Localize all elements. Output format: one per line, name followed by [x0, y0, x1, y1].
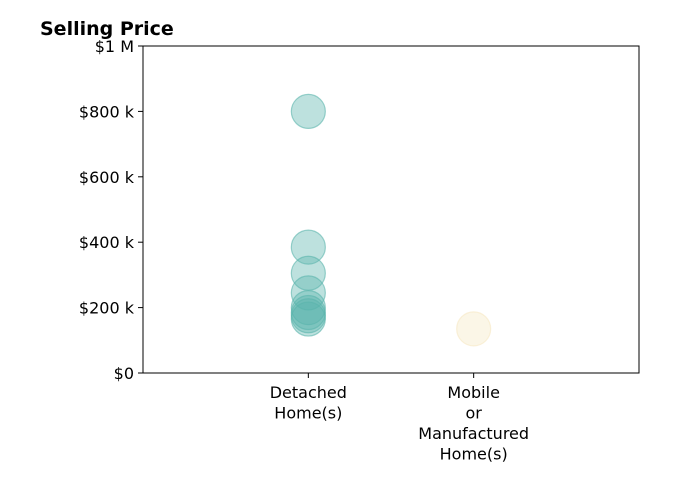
- x-tick-label: Detached Home(s): [270, 383, 347, 423]
- x-tick-label-line: Mobile: [447, 383, 499, 402]
- y-tick-label: $400 k: [79, 233, 135, 252]
- data-point: [290, 93, 326, 130]
- plot-area: [142, 45, 640, 374]
- x-axis: Detached Home(s) Mobile or Manufactured Home(…: [270, 373, 529, 464]
- x-tick-label-line: Detached: [270, 383, 347, 402]
- x-tick-label-line: Home(s): [440, 445, 508, 464]
- data-point: [290, 301, 326, 337]
- y-tick-label: $0: [114, 364, 134, 383]
- data-point: [290, 290, 326, 326]
- y-tick-label: $1 M: [95, 37, 134, 56]
- x-tick-label-line: or: [465, 404, 482, 423]
- data-point: [290, 229, 326, 265]
- x-tick-label-line: Manufactured: [418, 424, 529, 443]
- y-tick-label: $200 k: [79, 299, 135, 318]
- y-tick-label: $600 k: [79, 168, 135, 187]
- y-tick-label: $800 k: [79, 102, 135, 121]
- x-tick-label: Mobile or Manufactured Home(s): [418, 383, 529, 464]
- data-point: [456, 311, 492, 347]
- data-points: [290, 93, 492, 347]
- chart-title: Selling Price: [40, 18, 174, 40]
- x-tick-label-line: Home(s): [274, 404, 342, 423]
- y-axis: $0 $200 k $400 k $600 k $800 k $1 M: [79, 37, 143, 383]
